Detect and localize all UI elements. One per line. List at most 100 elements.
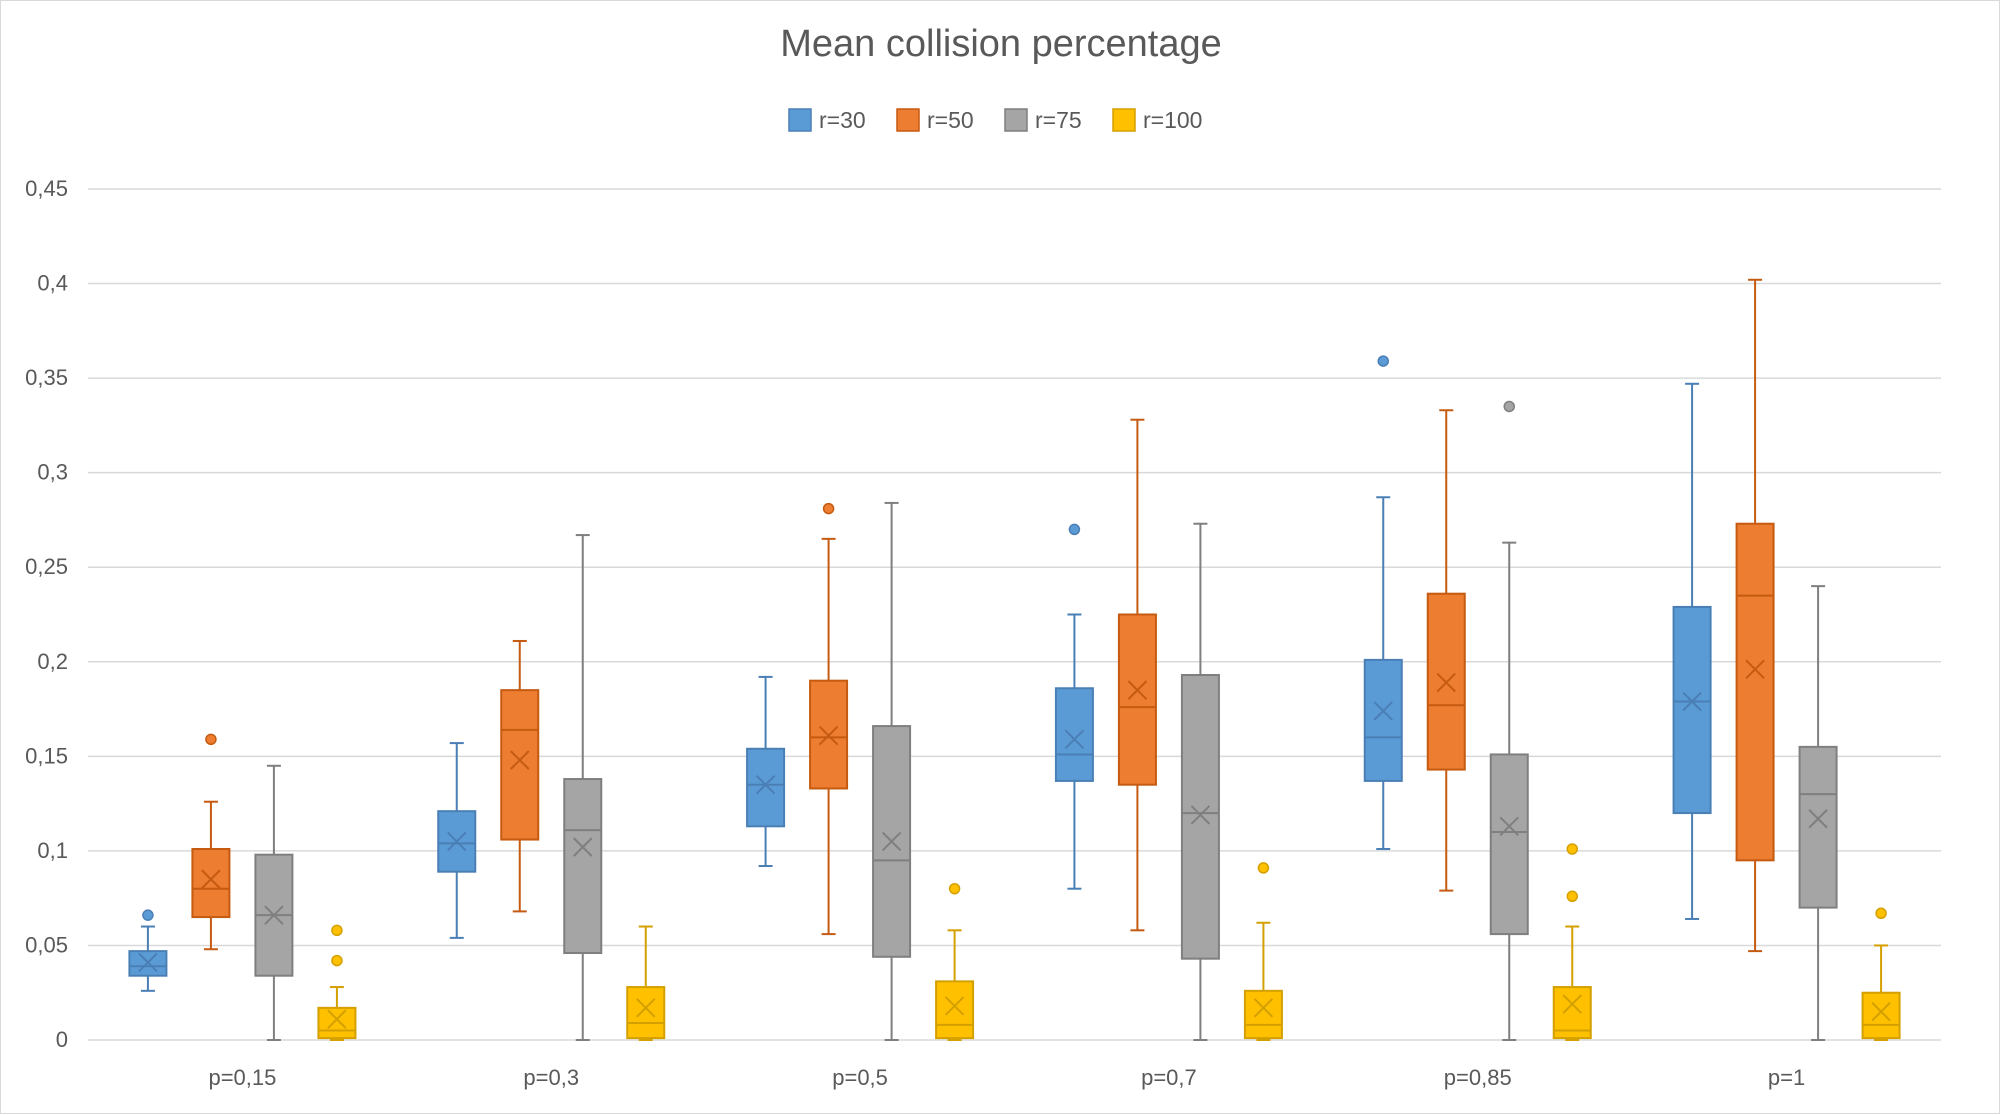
y-tick-label: 0,45	[25, 176, 68, 201]
mean-marker	[1436, 672, 1456, 693]
box-r=30-p=0,15	[128, 909, 168, 992]
x-axis: p=0,15 p=0,3 p=0,5 p=0,7 p=0,85 p=1	[208, 1065, 1805, 1090]
y-tick-label: 0,1	[37, 838, 68, 863]
mean-marker	[1682, 691, 1702, 712]
legend: r=30 r=50 r=75 r=100	[788, 107, 1202, 133]
y-tick-label: 0,4	[37, 271, 68, 296]
box-iqr	[1363, 658, 1403, 782]
mean-marker	[447, 831, 467, 852]
legend-item: r=100	[1112, 107, 1202, 133]
plot-area	[128, 278, 1901, 1041]
x-tick-label: p=0,5	[832, 1065, 888, 1090]
legend-label: r=100	[1143, 107, 1202, 133]
mean-marker	[510, 750, 530, 770]
outlier-point	[1875, 907, 1887, 920]
outlier-point	[1566, 843, 1578, 855]
mean-marker	[1373, 701, 1393, 721]
mean-marker	[636, 998, 656, 1018]
box-iqr	[1180, 674, 1220, 960]
legend-item: r=75	[1004, 107, 1082, 133]
box-r=100-p=0,85	[1552, 843, 1592, 1041]
mean-marker	[1871, 1001, 1891, 1022]
mean-marker	[201, 869, 221, 889]
mean-marker	[138, 952, 158, 973]
box-r=75-p=0,5	[872, 501, 912, 1041]
box-r=75-p=0,85	[1489, 400, 1529, 1041]
mean-marker	[327, 1009, 347, 1029]
x-tick-label: p=0,7	[1141, 1065, 1197, 1090]
box-r=50-p=0,7	[1117, 418, 1157, 932]
box-r=75-p=0,7	[1180, 522, 1220, 1041]
box-r=50-p=0,5	[809, 502, 849, 936]
mean-marker	[1253, 998, 1274, 1018]
box-iqr	[1489, 753, 1529, 936]
legend-swatch	[896, 108, 920, 132]
y-tick-label: 0,05	[25, 932, 68, 957]
outlier-point	[142, 909, 154, 921]
outlier-point	[948, 882, 961, 895]
mean-marker	[1808, 809, 1828, 829]
mean-marker	[881, 831, 902, 852]
mean-marker	[944, 996, 965, 1016]
gridlines	[88, 188, 1941, 1041]
box-r=75-p=0,3	[563, 534, 603, 1041]
legend-item: r=30	[788, 107, 866, 133]
outlier-point	[1068, 523, 1081, 536]
outlier-point	[822, 502, 835, 515]
mean-marker	[1499, 816, 1519, 837]
y-tick-label: 0	[56, 1027, 68, 1052]
x-tick-label: p=0,3	[523, 1065, 579, 1090]
legend-label: r=50	[927, 107, 974, 133]
box-iqr	[317, 1006, 357, 1040]
box-r=100-p=0,15	[317, 924, 357, 1041]
legend-swatch	[1112, 108, 1136, 132]
mean-marker	[1064, 729, 1085, 750]
outlier-point	[1503, 400, 1515, 413]
box-iqr	[1672, 605, 1712, 815]
outlier-point	[331, 924, 343, 937]
legend-swatch	[1004, 108, 1028, 132]
box-r=50-p=1	[1735, 278, 1775, 953]
box-r=100-p=0,7	[1243, 862, 1283, 1041]
x-tick-label: p=0,15	[208, 1065, 276, 1090]
mean-marker	[1745, 659, 1765, 680]
box-iqr	[1735, 522, 1775, 862]
x-tick-label: p=1	[1768, 1065, 1805, 1090]
mean-marker	[755, 774, 776, 795]
box-iqr	[1054, 687, 1094, 782]
y-tick-label: 0,35	[25, 365, 68, 390]
box-iqr	[935, 980, 975, 1040]
outlier-point	[331, 954, 343, 967]
box-iqr	[1117, 613, 1157, 786]
box-r=100-p=0,5	[935, 882, 975, 1041]
mean-marker	[1127, 680, 1148, 700]
mean-marker	[264, 905, 284, 925]
box-iqr	[872, 725, 912, 958]
box-r=30-p=0,85	[1363, 355, 1403, 850]
mean-marker	[573, 837, 593, 857]
x-tick-label: p=0,85	[1444, 1065, 1512, 1090]
box-r=30-p=0,5	[746, 675, 786, 868]
box-r=30-p=0,7	[1054, 523, 1094, 890]
y-tick-label: 0,3	[37, 460, 68, 485]
box-r=100-p=0,3	[626, 925, 666, 1041]
box-iqr	[746, 747, 786, 828]
legend-swatch	[788, 108, 812, 132]
box-r=30-p=0,3	[437, 742, 477, 939]
box-r=50-p=0,85	[1426, 409, 1466, 892]
box-iqr	[500, 689, 540, 841]
legend-label: r=75	[1035, 107, 1082, 133]
mean-marker	[818, 725, 839, 746]
legend-item: r=50	[896, 107, 974, 133]
y-axis: 0 0,05 0,1 0,15 0,2 0,25 0,3 0,35 0,4 0,45	[25, 176, 68, 1052]
mean-marker	[1562, 994, 1582, 1014]
box-r=50-p=0,3	[500, 639, 540, 913]
outlier-point	[1566, 890, 1578, 903]
y-tick-label: 0,25	[25, 554, 68, 579]
chart-title: Mean collision percentage	[780, 23, 1222, 65]
box-r=75-p=0,15	[254, 764, 294, 1041]
outlier-point	[1257, 862, 1270, 874]
legend-label: r=30	[819, 107, 866, 133]
